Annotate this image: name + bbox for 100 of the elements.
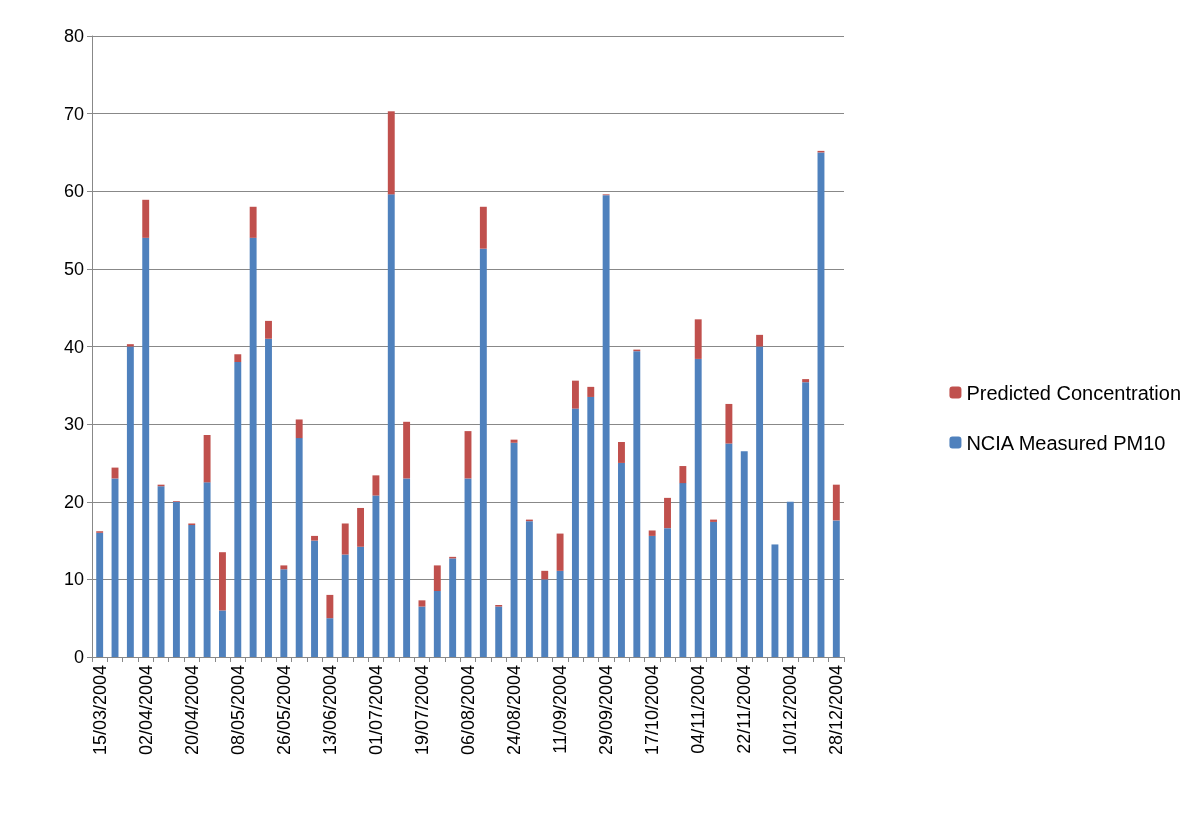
x-tick-label: 29/09/2004 [596, 665, 617, 756]
bar [372, 495, 380, 657]
bar [249, 206, 257, 238]
x-tick-label: 28/12/2004 [826, 665, 847, 756]
bar [403, 478, 411, 657]
legend-label: Predicted Concentration [966, 381, 1182, 404]
bar [265, 338, 272, 657]
bar [387, 194, 395, 657]
y-tick-label: 20 [63, 491, 84, 512]
x-tick-label: 10/12/2004 [780, 665, 801, 756]
bar [357, 546, 365, 657]
bar [126, 346, 134, 657]
bar [587, 396, 595, 657]
bar [694, 358, 702, 657]
bar [295, 438, 303, 657]
bar [387, 111, 395, 195]
x-tick-label: 20/04/2004 [181, 665, 202, 756]
x-tick-label: 22/11/2004 [734, 665, 755, 754]
bar [694, 319, 702, 359]
bar [556, 533, 564, 571]
bar [710, 521, 717, 657]
y-tick-label: 80 [63, 26, 84, 46]
bar [142, 237, 150, 657]
x-tick-label: 06/08/2004 [458, 665, 478, 756]
bar [157, 486, 165, 657]
bar [219, 552, 226, 611]
bar [571, 408, 579, 657]
bar [203, 434, 211, 483]
bar [234, 354, 242, 363]
bar [525, 521, 533, 657]
bar [418, 600, 426, 607]
x-tick-label: 24/08/2004 [504, 665, 525, 756]
bar [219, 610, 226, 657]
bar [142, 199, 150, 238]
x-tick-label: 08/05/2004 [227, 665, 248, 756]
bar [725, 403, 733, 444]
x-tick-label: 17/10/2004 [642, 665, 663, 756]
bar [495, 606, 503, 657]
bar [326, 618, 334, 657]
bar [280, 569, 288, 657]
bar [802, 382, 810, 657]
bar [832, 484, 840, 521]
bar [602, 195, 610, 657]
bar [571, 380, 579, 409]
bar [541, 579, 549, 657]
bar [786, 501, 794, 657]
bar [341, 554, 349, 657]
x-tick-label: 15/03/2004 [89, 665, 110, 756]
bar [295, 419, 303, 439]
x-tick-label: 04/11/2004 [688, 665, 709, 754]
bar [633, 351, 641, 657]
bar [771, 544, 779, 657]
legend-label: NCIA Measured PM10 [966, 431, 1166, 454]
bar [203, 482, 211, 657]
y-tick-label: 60 [63, 181, 84, 202]
bar [265, 320, 272, 339]
bar [249, 237, 257, 657]
bar [587, 386, 595, 397]
bar [664, 528, 671, 657]
bar [556, 570, 564, 657]
bar [188, 525, 196, 657]
x-tick-label: 02/04/2004 [135, 665, 156, 756]
bar [479, 206, 487, 249]
bar [96, 532, 104, 657]
bar [449, 558, 457, 657]
bar [648, 535, 656, 657]
bar [280, 565, 288, 570]
bar [648, 530, 656, 536]
bar [126, 344, 134, 347]
x-tick-label: 01/07/2004 [365, 665, 386, 756]
bar [618, 441, 625, 463]
bar [433, 565, 441, 592]
bar [479, 248, 487, 657]
bar [234, 362, 242, 657]
bar [664, 497, 671, 529]
y-tick-label: 10 [63, 569, 84, 590]
y-tick-label: 0 [73, 647, 84, 667]
y-tick-label: 50 [63, 258, 84, 279]
x-tick-label: 26/05/2004 [273, 665, 294, 756]
bar [326, 594, 334, 619]
bar [357, 507, 365, 547]
x-tick-label: 13/06/2004 [319, 665, 340, 756]
bar [311, 535, 318, 541]
y-tick-label: 70 [63, 103, 84, 124]
bar [172, 501, 180, 657]
bar [725, 443, 733, 657]
y-tick-label: 40 [63, 336, 84, 357]
bar [756, 346, 764, 657]
bar [372, 475, 380, 496]
bar [541, 570, 549, 580]
bar [403, 421, 411, 479]
bar [756, 334, 764, 347]
bar [341, 523, 349, 555]
bar [832, 520, 840, 657]
y-tick-label: 30 [63, 414, 84, 435]
bar [679, 466, 687, 484]
bar [433, 591, 441, 657]
bar [618, 462, 625, 657]
bar [679, 483, 687, 657]
bar [311, 540, 318, 657]
